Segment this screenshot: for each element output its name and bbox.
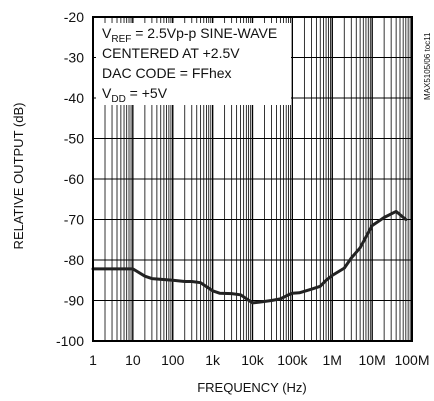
annotation-line-1-main: V bbox=[102, 25, 112, 41]
x-tick-label: 10M bbox=[359, 352, 386, 368]
x-tick-label: 1 bbox=[89, 352, 97, 368]
y-tick-label: -40 bbox=[64, 90, 84, 106]
y-tick-label: -70 bbox=[64, 212, 84, 228]
x-tick-label: 1M bbox=[323, 352, 342, 368]
x-tick-label: 100 bbox=[161, 352, 185, 368]
figure-id: MAX5105/06 toc11 bbox=[423, 32, 432, 100]
annotation-box: VREF = 2.5Vp-p SINE-WAVE CENTERED AT +2.… bbox=[96, 23, 291, 105]
annotation-line-3: DAC CODE = FFhex bbox=[102, 65, 232, 81]
y-tick-label: -50 bbox=[64, 131, 84, 147]
plot-frame bbox=[92, 16, 413, 342]
y-tick-label: -100 bbox=[56, 333, 84, 349]
x-tick-label: 100k bbox=[277, 352, 308, 368]
x-tick-label: 10 bbox=[125, 352, 141, 368]
x-tick-label: 1k bbox=[205, 352, 221, 368]
annotation-line-1-rest: = 2.5Vp-p SINE-WAVE bbox=[131, 25, 277, 41]
annotation-line-4-rest: = +5V bbox=[126, 85, 168, 101]
y-tick-label: -90 bbox=[64, 293, 84, 309]
x-tick-label: 100M bbox=[394, 352, 429, 368]
x-axis-title: FREQUENCY (Hz) bbox=[197, 380, 307, 395]
annotation-line-2: CENTERED AT +2.5V bbox=[102, 45, 240, 61]
y-tick-label: -20 bbox=[64, 9, 84, 25]
x-tick-label: 10k bbox=[241, 352, 265, 368]
y-tick-label: -60 bbox=[64, 171, 84, 187]
annotation-line-4-main: V bbox=[102, 85, 112, 101]
y-tick-label: -80 bbox=[64, 252, 84, 268]
annotation-background bbox=[96, 23, 291, 105]
y-axis-title: RELATIVE OUTPUT (dB) bbox=[11, 103, 26, 250]
series-line bbox=[91, 209, 408, 305]
annotation-line-4: VDD = +5V bbox=[102, 85, 168, 105]
annotation-line-1: VREF = 2.5Vp-p SINE-WAVE bbox=[102, 25, 277, 45]
annotation-line-4-sub: DD bbox=[111, 94, 125, 105]
y-tick-label: -30 bbox=[64, 50, 84, 66]
annotation-line-1-sub: REF bbox=[111, 34, 131, 45]
x-tick-labels: 1 10 100 1k 10k 100k 1M 10M 100M bbox=[89, 352, 429, 368]
y-tick-labels: -20 -30 -40 -50 -60 -70 -80 -90 -100 bbox=[56, 9, 84, 349]
